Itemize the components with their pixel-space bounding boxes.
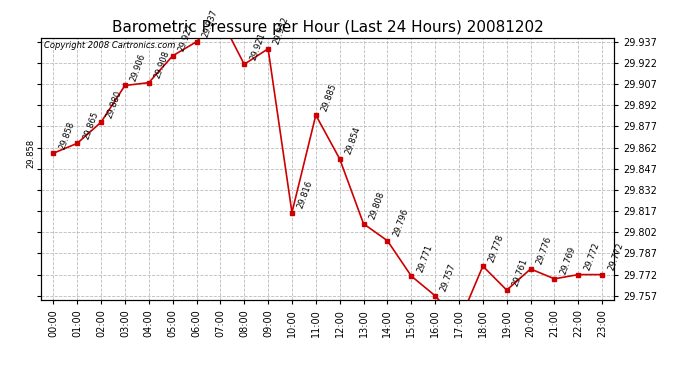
Title: Barometric Pressure per Hour (Last 24 Hours) 20081202: Barometric Pressure per Hour (Last 24 Ho… — [112, 20, 544, 35]
Text: 29.772: 29.772 — [582, 242, 601, 272]
Text: 29.776: 29.776 — [535, 236, 553, 266]
Text: 29.771: 29.771 — [415, 243, 434, 273]
Text: 29.927: 29.927 — [177, 23, 195, 53]
Text: Copyright 2008 Cartronics.com: Copyright 2008 Cartronics.com — [44, 42, 176, 51]
Text: 29.954: 29.954 — [0, 374, 1, 375]
Text: 29.769: 29.769 — [559, 246, 577, 276]
Text: 29.761: 29.761 — [511, 257, 529, 287]
Text: 29.854: 29.854 — [344, 126, 362, 156]
Text: 29.932: 29.932 — [273, 16, 290, 46]
Text: 29.772: 29.772 — [607, 242, 624, 272]
Text: 29.778: 29.778 — [487, 233, 506, 263]
Text: 29.880: 29.880 — [105, 89, 124, 119]
Text: 29.858: 29.858 — [27, 139, 36, 168]
Text: 29.908: 29.908 — [153, 50, 171, 80]
Text: 29.757: 29.757 — [440, 262, 457, 293]
Text: 29.885: 29.885 — [320, 82, 338, 112]
Text: 29.738: 29.738 — [0, 374, 1, 375]
Text: 29.906: 29.906 — [129, 53, 148, 83]
Text: 29.816: 29.816 — [296, 179, 315, 210]
Text: 29.858: 29.858 — [57, 120, 76, 150]
Text: 29.796: 29.796 — [391, 207, 410, 238]
Text: 29.808: 29.808 — [368, 190, 386, 221]
Text: 29.921: 29.921 — [248, 32, 267, 62]
Text: 29.865: 29.865 — [81, 110, 100, 141]
Text: 29.937: 29.937 — [201, 9, 219, 39]
